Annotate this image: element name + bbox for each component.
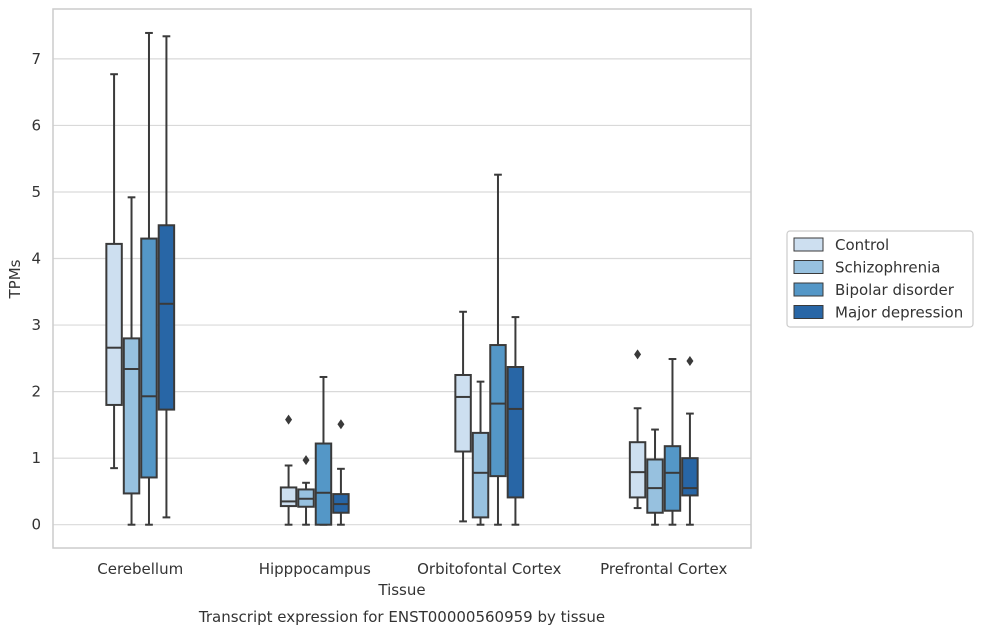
box-iqr: [663, 445, 682, 512]
box-3-1: [646, 428, 664, 526]
outlier-point: [337, 419, 345, 430]
box-0-0: [105, 73, 123, 470]
y-tick-label: 5: [31, 183, 41, 201]
x-axis-label: Tissue: [377, 581, 425, 599]
y-tick-label: 2: [31, 383, 41, 401]
box-iqr: [489, 344, 507, 478]
y-axis-label: TPMs: [6, 259, 24, 299]
legend-box: [786, 230, 974, 328]
box-iqr: [140, 237, 158, 479]
legend-label: Schizophrenia: [835, 259, 940, 277]
box-iqr: [105, 242, 123, 406]
plot-frame: [52, 8, 752, 549]
y-tick-label: 6: [31, 116, 41, 134]
x-tick-label: Prefrontal Cortex: [600, 560, 727, 578]
box-0-3: [157, 35, 176, 519]
x-tick-label: Cerebellum: [97, 560, 183, 578]
box-iqr: [454, 373, 472, 453]
outlier-point: [285, 414, 293, 425]
legend-label: Major depression: [835, 304, 963, 322]
legend-swatch: [793, 282, 824, 297]
box-1-0: [279, 414, 298, 526]
x-tick-label: Hipppocampus: [259, 560, 371, 578]
box-3-2: [663, 358, 682, 526]
x-tick-label: Orbitofontal Cortex: [417, 560, 561, 578]
outlier-point: [302, 455, 310, 466]
box-2-3: [506, 316, 525, 526]
legend-label: Bipolar disorder: [835, 281, 955, 299]
y-tick-label: 7: [31, 50, 41, 68]
box-3-0: [628, 349, 647, 510]
box-2-1: [471, 380, 490, 526]
y-tick-label: 0: [31, 516, 41, 534]
box-iqr: [314, 442, 333, 526]
legend-swatch: [793, 237, 824, 252]
box-0-2: [140, 31, 158, 526]
legend-swatch: [793, 305, 824, 319]
y-tick-label: 3: [31, 316, 41, 334]
box-3-3: [681, 356, 699, 526]
plot-area: [105, 31, 699, 526]
box-iqr: [157, 224, 176, 411]
outlier-point: [634, 349, 642, 360]
box-iqr: [122, 337, 141, 495]
box-iqr: [471, 431, 490, 519]
box-1-1: [297, 455, 315, 526]
box-1-3: [332, 419, 350, 526]
y-tick-label: 4: [31, 250, 41, 268]
legend-swatch: [793, 260, 824, 274]
outlier-point: [686, 356, 694, 367]
box-1-2: [314, 375, 333, 526]
box-iqr: [506, 366, 525, 499]
axes: 0 1 2 3 4 5 6 7 Cerebellum Hipppocampus Orbitofont…: [31, 8, 752, 578]
y-tick-label: 1: [31, 449, 41, 467]
chart-title: Transcript expression for ENST0000056095…: [198, 608, 605, 626]
box-iqr: [646, 458, 664, 514]
box-2-0: [454, 310, 472, 523]
box-iqr: [628, 441, 647, 499]
box-0-1: [122, 196, 141, 526]
legend: Control Schizophrenia Bipolar disorder Majo…: [786, 230, 974, 328]
legend-label: Control: [835, 236, 889, 254]
box-iqr: [681, 457, 699, 497]
box-iqr: [279, 486, 298, 508]
box-2-2: [489, 173, 507, 526]
